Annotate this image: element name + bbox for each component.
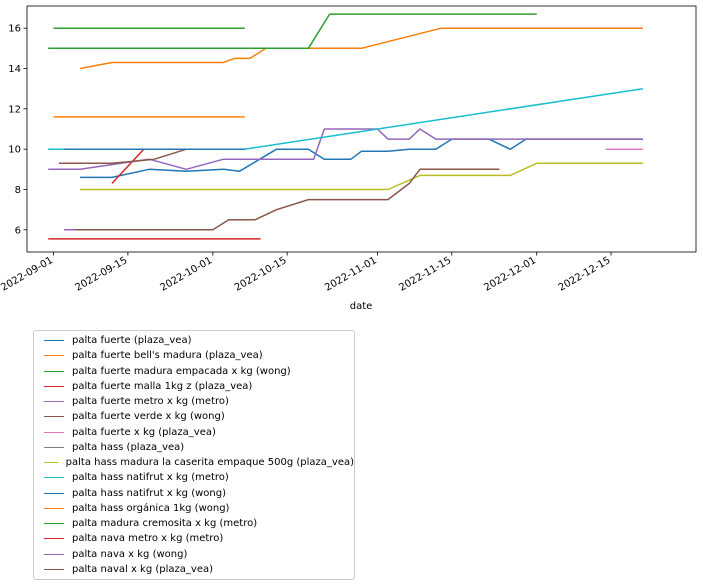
legend: palta fuerte (plaza_vea)palta fuerte bel… [33, 330, 355, 580]
legend-swatch [44, 568, 64, 570]
x-tick-label: 2022-10-15 [233, 255, 289, 294]
legend-label: palta hass madura la caserita empaque 50… [65, 457, 354, 469]
legend-swatch [44, 446, 64, 448]
legend-item: palta nava x kg (wong) [34, 547, 354, 562]
legend-item: palta hass madura la caserita empaque 50… [34, 455, 354, 470]
legend-swatch [44, 431, 64, 433]
x-tick-label: 2022-09-15 [74, 255, 130, 294]
series-line [48, 13, 537, 50]
legend-swatch [44, 492, 64, 494]
legend-label: palta naval x kg (plaza_vea) [72, 563, 213, 575]
legend-swatch [44, 401, 64, 403]
series-line [111, 148, 145, 184]
legend-label: palta hass (plaza_vea) [72, 441, 185, 453]
legend-label: palta fuerte verde x kg (wong) [72, 411, 225, 423]
x-tick-label: 2022-10-01 [158, 255, 214, 294]
series-line [80, 162, 643, 191]
legend-item: palta hass orgánica 1kg (wong) [34, 501, 354, 516]
y-axis: 6 8 10 12 14 16 [8, 24, 27, 236]
legend-label: palta fuerte bell's madura (plaza_vea) [72, 350, 263, 362]
legend-swatch [44, 538, 64, 540]
legend-item: palta hass natifrut x kg (wong) [34, 486, 354, 501]
y-tick-label: 8 [15, 185, 21, 196]
series-lines [48, 13, 644, 240]
legend-item: palta fuerte malla 1kg z (plaza_vea) [34, 379, 354, 394]
legend-label: palta fuerte madura empacada x kg (wong) [72, 365, 291, 377]
legend-item: palta fuerte x kg (plaza_vea) [34, 425, 354, 440]
x-tick-label: 2022-09-01 [0, 255, 55, 294]
legend-swatch [44, 385, 64, 387]
legend-label: palta fuerte x kg (plaza_vea) [72, 426, 216, 438]
legend-label: palta fuerte malla 1kg z (plaza_vea) [72, 380, 253, 392]
legend-swatch [44, 477, 64, 479]
y-tick-label: 16 [8, 24, 21, 35]
legend-item: palta hass (plaza_vea) [34, 440, 354, 455]
x-tick-label: 2022-11-15 [397, 255, 453, 294]
legend-item: palta fuerte madura empacada x kg (wong) [34, 364, 354, 379]
legend-item: palta madura cremosita x kg (metro) [34, 516, 354, 531]
legend-swatch [44, 340, 64, 342]
x-tick-label: 2022-11-01 [323, 255, 379, 294]
legend-label: palta hass orgánica 1kg (wong) [72, 502, 230, 514]
legend-swatch [44, 507, 64, 509]
legend-swatch [44, 462, 58, 464]
legend-item: palta fuerte verde x kg (wong) [34, 409, 354, 424]
legend-swatch [44, 355, 64, 357]
y-tick-label: 6 [15, 225, 21, 236]
legend-label: palta nava x kg (wong) [72, 548, 188, 560]
legend-swatch [44, 523, 64, 525]
series-line [74, 168, 500, 231]
x-axis-label: date [350, 301, 373, 312]
y-tick-label: 12 [8, 104, 21, 115]
legend-item: palta fuerte (plaza_vea) [34, 333, 354, 348]
legend-item: palta fuerte bell's madura (plaza_vea) [34, 348, 354, 363]
legend-item: palta fuerte metro x kg (metro) [34, 394, 354, 409]
legend-label: palta madura cremosita x kg (metro) [72, 518, 258, 530]
legend-label: palta hass natifrut x kg (wong) [72, 487, 226, 499]
legend-swatch [44, 553, 64, 555]
legend-label: palta fuerte (plaza_vea) [72, 335, 192, 347]
line-chart: 6 8 10 12 14 16 2022-09-01 2022-09-15 2022-10-0… [0, 5, 697, 312]
legend-item: palta nava metro x kg (metro) [34, 531, 354, 546]
x-tick-label: 2022-12-15 [557, 255, 613, 294]
legend-item: palta naval x kg (plaza_vea) [34, 562, 354, 577]
x-axis: 2022-09-01 2022-09-15 2022-10-01 2022-10-15… [0, 252, 613, 294]
legend-swatch [44, 416, 64, 418]
y-tick-label: 14 [8, 64, 21, 75]
legend-label: palta nava metro x kg (metro) [72, 533, 224, 545]
legend-label: palta hass natifrut x kg (metro) [72, 472, 229, 484]
y-tick-label: 10 [8, 145, 21, 156]
legend-swatch [44, 370, 64, 372]
series-line [79, 27, 643, 70]
legend-item: palta hass natifrut x kg (metro) [34, 470, 354, 485]
legend-label: palta fuerte metro x kg (metro) [72, 396, 229, 408]
x-tick-label: 2022-12-01 [482, 255, 538, 294]
